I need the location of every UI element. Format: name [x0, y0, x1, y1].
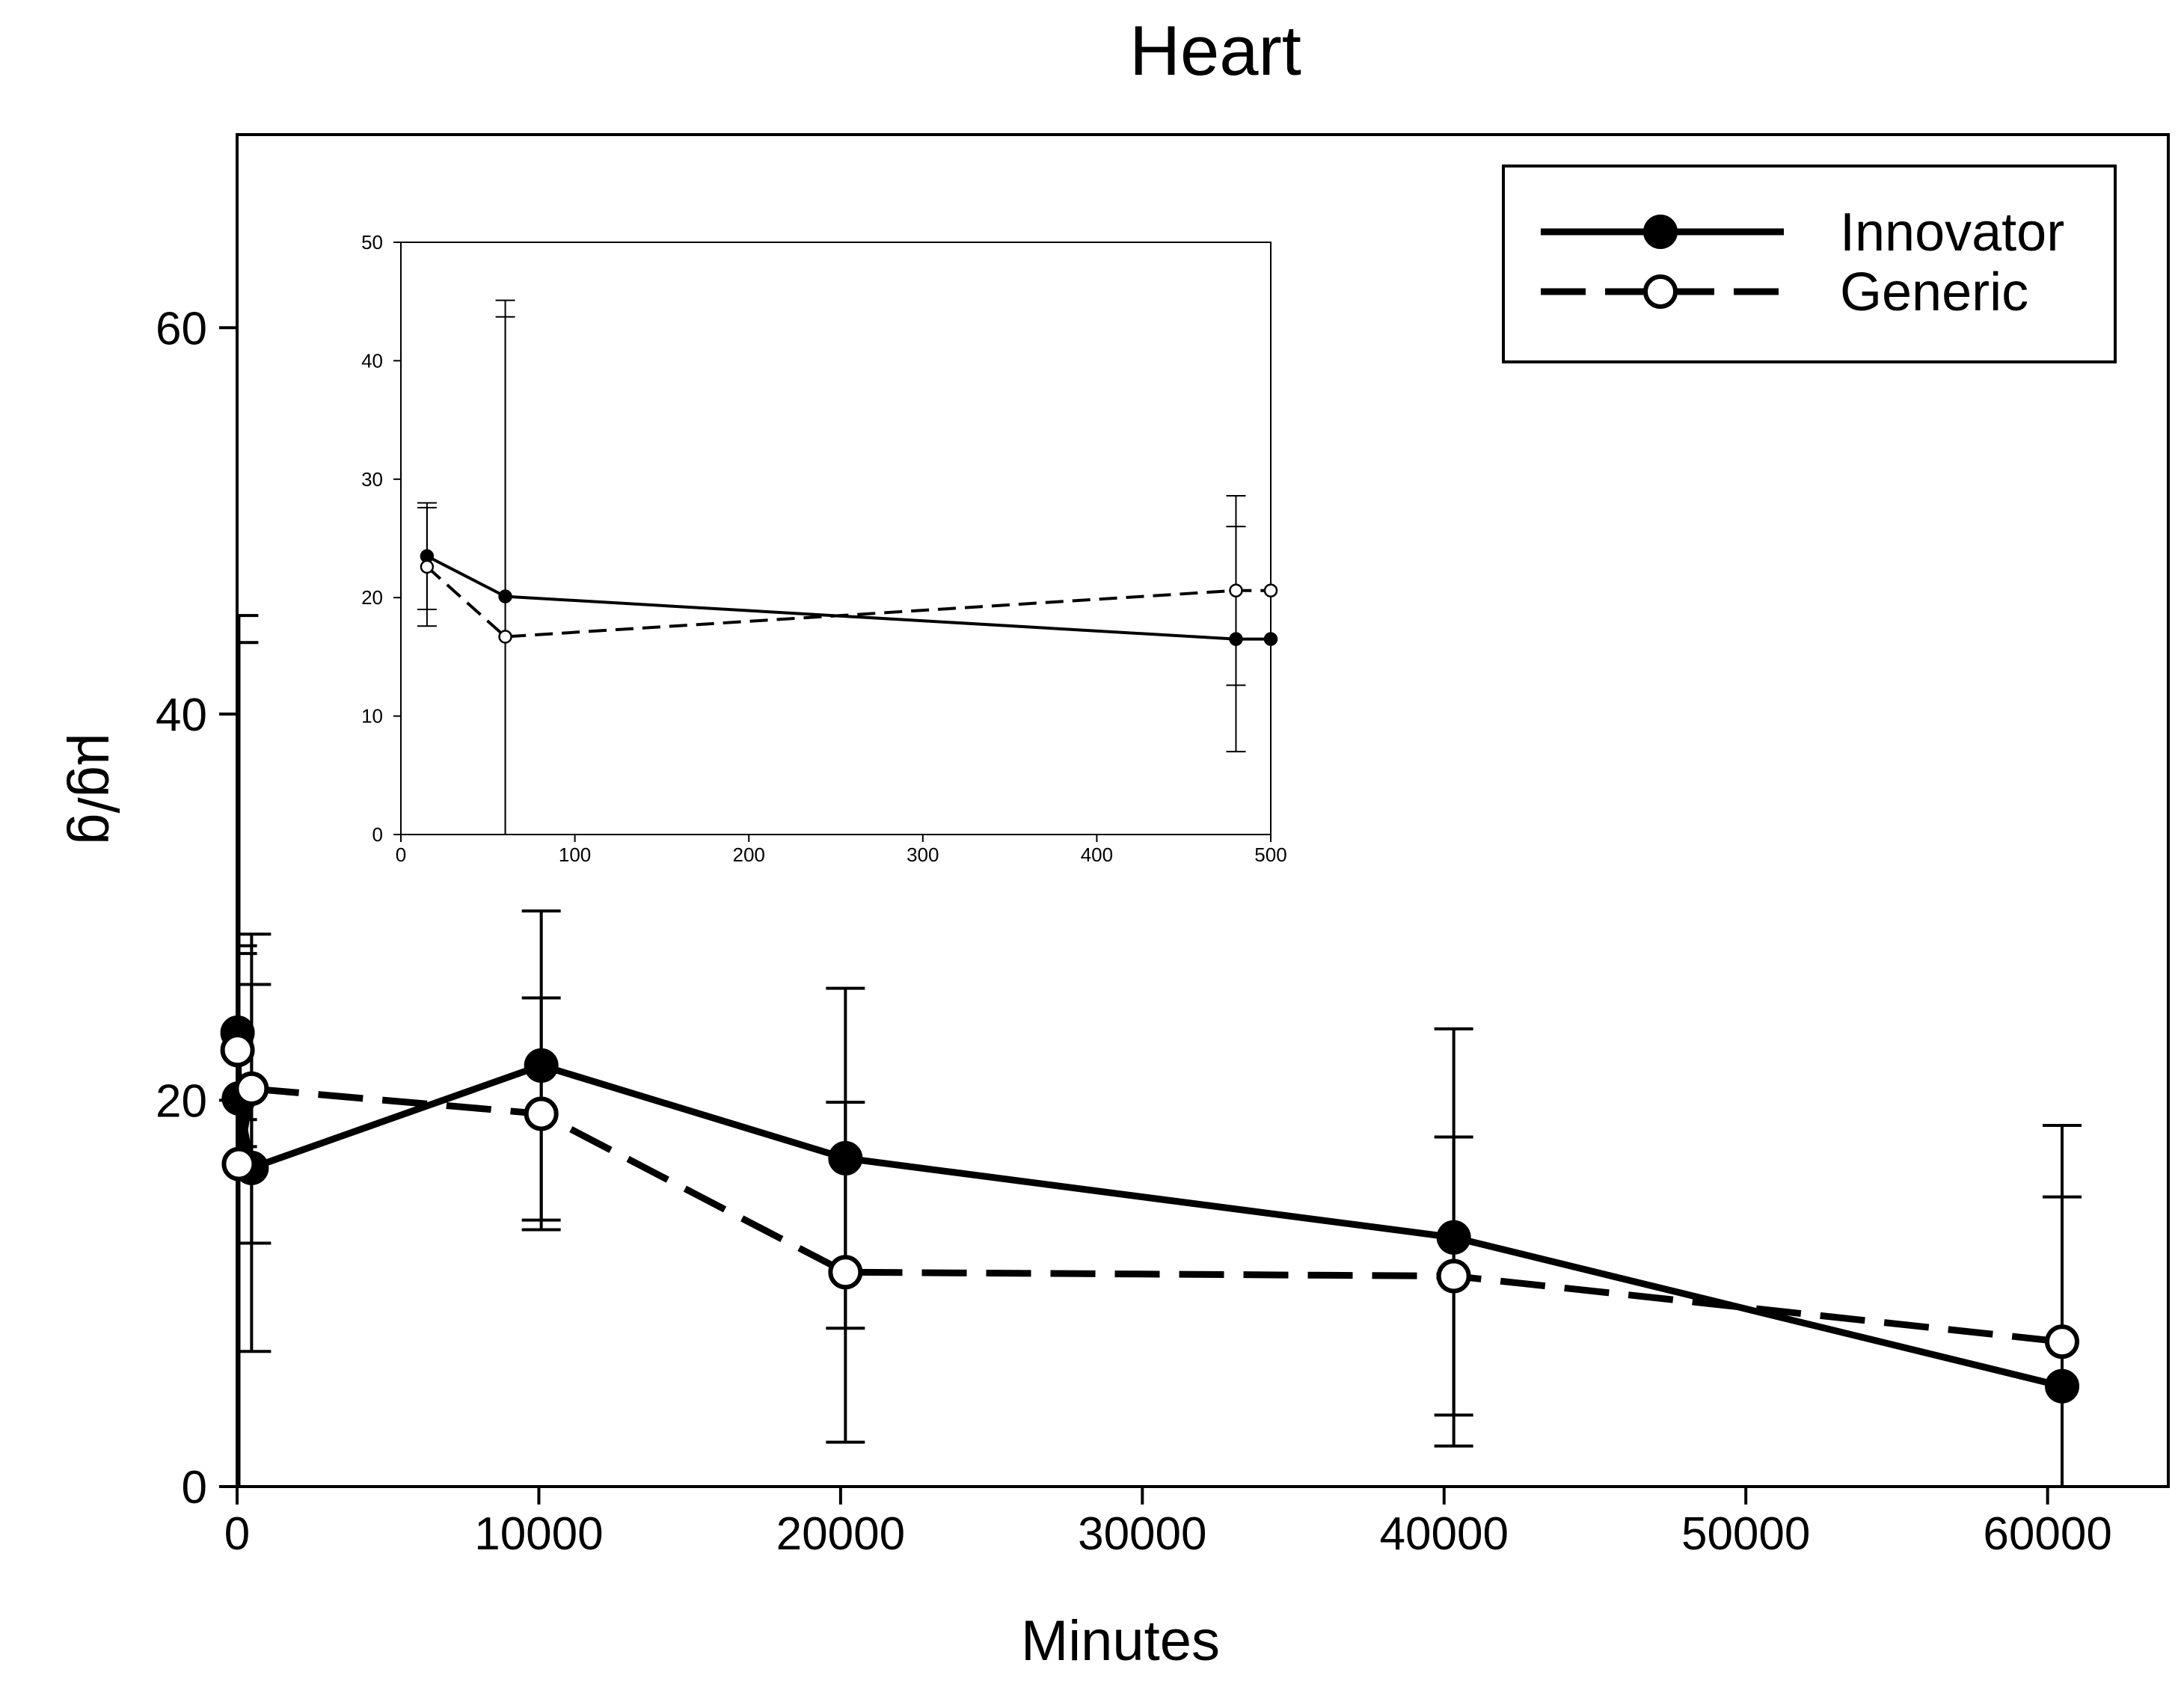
legend-box [1502, 165, 2117, 363]
inset-innovator-point [1263, 632, 1278, 646]
inset-plot: 0 100 200 300 400 500 0 10 20 30 40 50 [361, 231, 1287, 866]
legend-generic-marker [1643, 274, 1678, 309]
main-x-tick-label: 30000 [1078, 1508, 1206, 1560]
main-y-tick-label: 20 [156, 1075, 207, 1127]
inset-x-tick-label: 100 [559, 843, 591, 866]
main-y-tick-label: 60 [156, 303, 207, 354]
main-plot-frame [236, 133, 2170, 1488]
legend-innovator-label: Innovator [1840, 203, 2064, 262]
main-generic-point [221, 1146, 257, 1181]
main-generic-point [234, 1071, 269, 1106]
chart-title: Heart [1129, 11, 1301, 90]
main-x-tick-label: 40000 [1380, 1508, 1509, 1560]
main-x-tick-label: 0 [224, 1508, 250, 1560]
inset-x-tick-label: 0 [396, 843, 406, 866]
main-generic-point [2044, 1324, 2079, 1359]
main-x-tick-label: 10000 [474, 1508, 603, 1560]
y-axis-title: µg/g [66, 733, 129, 844]
main-generic-point [1436, 1259, 1471, 1294]
inset-x-tick-label: 300 [907, 843, 939, 866]
inset-data-layer [417, 299, 1271, 835]
x-axis-title: Minutes [1021, 1609, 1220, 1673]
legend-innovator-marker [1643, 215, 1678, 249]
main-generic-point [220, 1033, 255, 1068]
inset-generic-point [1263, 583, 1278, 597]
inset-y-tick-label: 20 [361, 586, 383, 609]
inset-generic-point [1229, 583, 1243, 597]
legend-generic-label: Generic [1840, 262, 2028, 322]
inset-plot-frame [400, 242, 1272, 835]
inset-y-tick-label: 10 [361, 705, 383, 728]
main-innovator-point [524, 1048, 559, 1083]
inset-y-tick-label: 0 [372, 823, 383, 846]
inset-x-tick-label: 400 [1081, 843, 1113, 866]
inset-innovator-series-line [426, 554, 1271, 641]
main-generic-point [524, 1096, 559, 1131]
main-y-tick-label: 40 [156, 689, 207, 741]
main-x-tick-label: 20000 [776, 1508, 905, 1560]
main-x-tick-label: 50000 [1681, 1508, 1810, 1560]
main-innovator-series-line [237, 1032, 2064, 1390]
inset-generic-point [420, 559, 435, 574]
inset-generic-series-line [426, 565, 1271, 639]
main-y-tick-label: 0 [182, 1462, 207, 1513]
main-innovator-point [828, 1140, 863, 1176]
main-x-tick-label: 60000 [1983, 1508, 2111, 1560]
inset-x-tick-label: 500 [1254, 843, 1286, 866]
main-innovator-point [1436, 1220, 1471, 1255]
main-generic-point [828, 1255, 863, 1290]
inset-innovator-point [1229, 632, 1243, 646]
inset-y-tick-label: 40 [361, 349, 383, 372]
inset-y-tick-label: 30 [361, 468, 383, 491]
main-data-layer [237, 614, 2082, 1487]
main-innovator-point [2044, 1368, 2079, 1404]
inset-generic-point [498, 630, 512, 644]
inset-innovator-point [498, 589, 512, 603]
inset-y-tick-label: 50 [361, 231, 383, 253]
inset-x-tick-label: 200 [733, 843, 765, 866]
